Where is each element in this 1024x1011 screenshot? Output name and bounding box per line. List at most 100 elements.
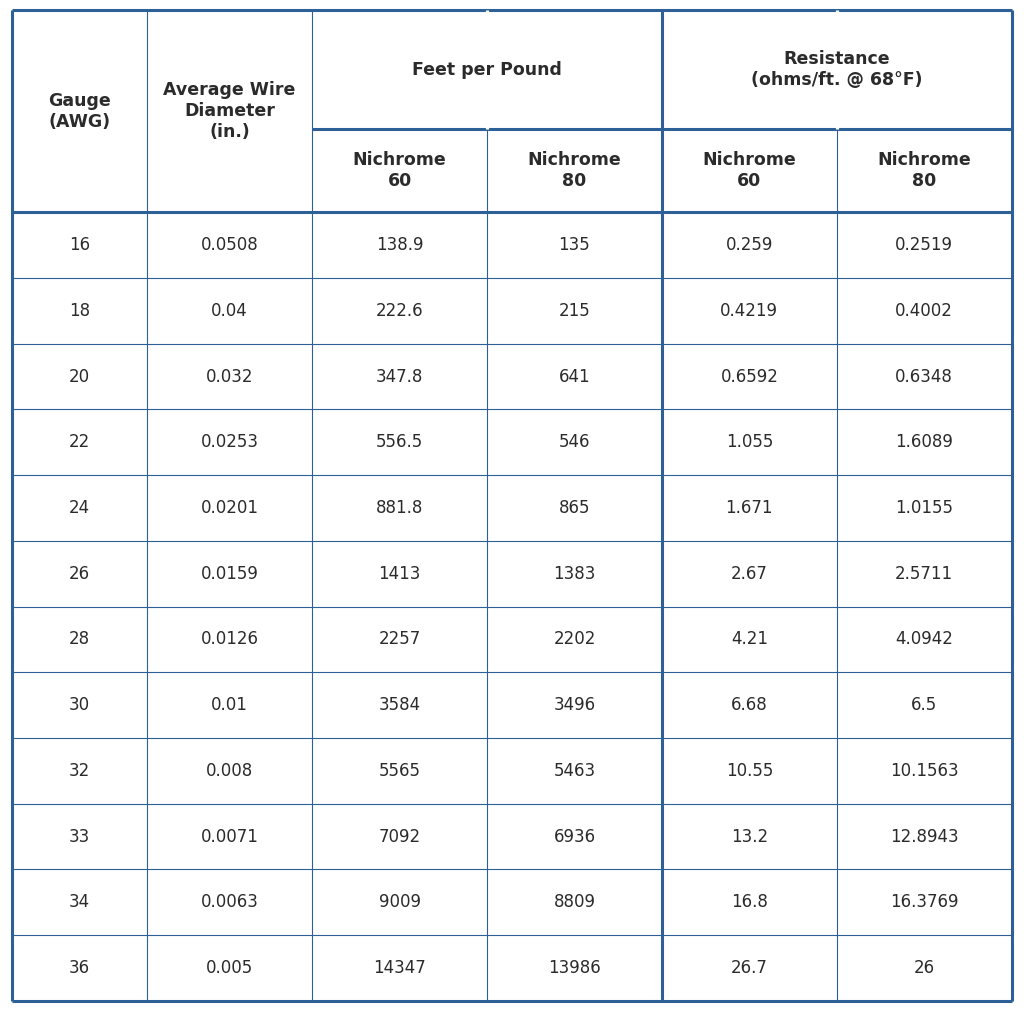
Text: 7092: 7092 [379,828,421,845]
Bar [312,212,487,278]
Text: 556.5: 556.5 [376,434,423,451]
Bar [487,607,662,672]
Bar [147,738,312,804]
Bar [312,541,487,607]
Bar [312,278,487,344]
Text: 881.8: 881.8 [376,499,423,517]
Text: 26: 26 [70,565,90,582]
Text: 24: 24 [70,499,90,517]
Bar [312,129,487,212]
Bar [662,212,837,278]
Bar [312,672,487,738]
Bar [147,869,312,935]
Bar [12,869,147,935]
Text: 18: 18 [70,302,90,319]
Text: 26: 26 [913,959,935,977]
Text: Nichrome
60: Nichrome 60 [352,152,446,190]
Bar [487,10,662,129]
Text: 1.055: 1.055 [726,434,773,451]
Bar [312,344,487,409]
Bar [662,409,837,475]
Text: 12.8943: 12.8943 [890,828,958,845]
Text: 2257: 2257 [379,631,421,648]
Bar [12,278,147,344]
Text: 16.8: 16.8 [731,894,768,911]
Bar [662,10,837,129]
Bar [147,10,312,129]
Text: 13986: 13986 [548,959,601,977]
Text: 5565: 5565 [379,762,421,779]
Bar [147,475,312,541]
Bar [837,212,1012,278]
Bar [12,212,147,278]
Text: 8809: 8809 [553,894,596,911]
Text: 34: 34 [70,894,90,911]
Text: 28: 28 [70,631,90,648]
Text: 222.6: 222.6 [376,302,423,319]
Bar [12,344,147,409]
Text: 1.671: 1.671 [726,499,773,517]
Text: 14347: 14347 [373,959,426,977]
Text: Gauge
(AWG): Gauge (AWG) [48,92,112,130]
Bar [312,935,487,1001]
Text: 546: 546 [559,434,590,451]
Text: Nichrome
60: Nichrome 60 [702,152,797,190]
Bar [662,278,837,344]
Bar [487,129,662,212]
Text: 33: 33 [70,828,90,845]
Bar [662,869,837,935]
Text: 0.0253: 0.0253 [201,434,259,451]
Text: 4.21: 4.21 [731,631,768,648]
Text: 22: 22 [70,434,90,451]
Bar [837,475,1012,541]
Bar [12,475,147,541]
Bar [837,869,1012,935]
Bar [487,475,662,541]
Text: 347.8: 347.8 [376,368,423,385]
Text: 138.9: 138.9 [376,237,423,254]
Bar [662,475,837,541]
Bar [837,541,1012,607]
Bar [312,738,487,804]
Bar [147,278,312,344]
Bar [12,672,147,738]
Bar [662,344,837,409]
Text: Nichrome
80: Nichrome 80 [878,152,971,190]
Text: 26.7: 26.7 [731,959,768,977]
Text: Feet per Pound: Feet per Pound [412,61,562,79]
Bar [147,344,312,409]
Bar [487,738,662,804]
Text: 0.6348: 0.6348 [895,368,953,385]
Bar [837,607,1012,672]
Bar [837,672,1012,738]
Bar [837,10,1012,129]
Bar [12,409,147,475]
Bar [662,672,837,738]
Bar [147,672,312,738]
Bar [147,607,312,672]
Bar [12,541,147,607]
Text: 16.3769: 16.3769 [890,894,958,911]
Text: 0.008: 0.008 [206,762,253,779]
Text: 0.0071: 0.0071 [201,828,259,845]
Bar [837,804,1012,869]
Text: 5463: 5463 [553,762,596,779]
Text: 0.2519: 0.2519 [895,237,953,254]
Bar [487,278,662,344]
Bar [12,607,147,672]
Bar [312,869,487,935]
Bar [837,278,1012,344]
Text: 0.01: 0.01 [211,697,248,714]
Bar [147,409,312,475]
Text: 30: 30 [70,697,90,714]
Text: 2.67: 2.67 [731,565,768,582]
Text: 10.55: 10.55 [726,762,773,779]
Bar [837,738,1012,804]
Bar [487,804,662,869]
Text: 1.0155: 1.0155 [895,499,953,517]
Bar [662,935,837,1001]
Bar [147,129,312,212]
Bar [662,738,837,804]
Bar [487,935,662,1001]
Text: 0.259: 0.259 [726,237,773,254]
